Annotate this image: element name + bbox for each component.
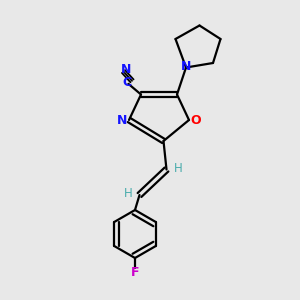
Text: H: H	[124, 187, 133, 200]
Text: N: N	[117, 113, 128, 127]
Text: N: N	[120, 63, 131, 76]
Text: O: O	[190, 113, 201, 127]
Text: N: N	[181, 59, 191, 73]
Text: C: C	[122, 76, 131, 89]
Text: F: F	[131, 266, 139, 279]
Text: H: H	[173, 161, 182, 175]
